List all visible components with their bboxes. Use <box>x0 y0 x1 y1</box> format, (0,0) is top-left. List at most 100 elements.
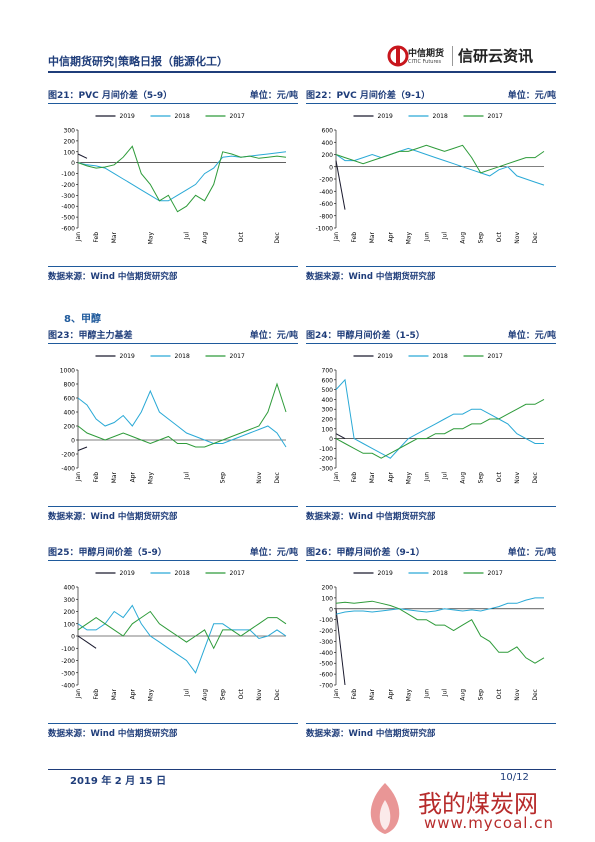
legend-label: 2017 <box>488 113 503 120</box>
x-tick-label: Feb <box>93 472 100 483</box>
x-tick-label: Sep <box>478 232 485 244</box>
y-tick-label: 200 <box>64 138 76 145</box>
logo-en: CITIC Futures <box>408 59 442 65</box>
x-tick-label: Aug <box>460 689 467 701</box>
chart-caption: 图24：甲醇月间价差（1-5） 单位：元/吨 <box>306 328 556 344</box>
x-tick-label: Mar <box>111 471 118 483</box>
y-tick-label: 200 <box>322 585 334 592</box>
x-tick-label: Oct <box>496 471 503 482</box>
y-tick-label: 700 <box>322 368 334 375</box>
x-tick-label: Dec <box>532 232 539 244</box>
y-tick-label: -1000 <box>316 226 334 233</box>
x-tick-label: May <box>147 232 154 245</box>
x-tick-label: Jun <box>423 472 430 483</box>
y-tick-label: -400 <box>61 683 75 690</box>
y-tick-label: -300 <box>61 193 75 200</box>
series-line <box>335 398 545 459</box>
x-tick-label: Dec <box>274 472 281 484</box>
footer-date: 2019 年 2 月 15 日 <box>70 776 167 787</box>
x-tick-label: Aug <box>202 232 209 244</box>
x-tick-label: Nov <box>256 689 263 701</box>
legend-label: 2018 <box>433 570 448 577</box>
legend-label: 2018 <box>433 113 448 120</box>
y-tick-label: 100 <box>64 149 76 156</box>
x-tick-label: Jan <box>333 472 340 482</box>
y-tick-label: 200 <box>64 609 76 616</box>
y-tick-label: 0 <box>71 160 75 167</box>
x-tick-label: May <box>405 232 412 245</box>
y-tick-label: 100 <box>64 621 76 628</box>
x-tick-label: Oct <box>238 231 245 242</box>
legend-label: 2017 <box>488 570 503 577</box>
chart-caption: 图22：PVC 月间价差（9-1） 单位：元/吨 <box>306 88 556 104</box>
y-tick-label: 400 <box>64 410 76 417</box>
y-tick-label: -100 <box>61 646 75 653</box>
legend-label: 2019 <box>378 353 393 360</box>
x-tick-label: Jul <box>184 472 191 481</box>
x-tick-label: Mar <box>369 688 376 700</box>
legend-label: 2018 <box>175 570 190 577</box>
y-tick-label: -400 <box>61 204 75 211</box>
y-tick-label: -600 <box>61 226 75 233</box>
x-tick-label: Nov <box>514 689 521 701</box>
series-line <box>335 433 346 440</box>
x-tick-label: Oct <box>496 231 503 242</box>
x-tick-label: Apr <box>387 231 394 242</box>
legend-label: 2017 <box>488 353 503 360</box>
x-tick-label: May <box>405 689 412 702</box>
legend-label: 2017 <box>230 353 245 360</box>
chart-caption: 图23：甲醇主力基差 单位：元/吨 <box>48 328 298 344</box>
y-tick-label: -500 <box>61 215 75 222</box>
chart-source: 数据来源：Wind 中信期货研究部 <box>306 506 556 524</box>
y-tick-label: -100 <box>319 617 333 624</box>
y-tick-label: 0 <box>71 634 75 641</box>
section-title: 8、甲醇 <box>64 314 101 325</box>
y-tick-label: -400 <box>319 189 333 196</box>
chart: -700 -600 -500 -400 -300 -200 -100 0 100 200 Jan Fe… <box>319 570 545 702</box>
x-tick-label: Feb <box>351 689 358 700</box>
y-tick-label: -200 <box>319 628 333 635</box>
x-tick-label: Jan <box>333 689 340 699</box>
x-tick-label: Nov <box>514 232 521 244</box>
x-tick-label: May <box>405 472 412 485</box>
x-tick-label: Nov <box>514 472 521 484</box>
x-tick-label: Sep <box>478 472 485 484</box>
x-tick-label: Apr <box>387 471 394 482</box>
legend-label: 2019 <box>378 570 393 577</box>
y-tick-label: 0 <box>329 606 333 613</box>
y-tick-label: -200 <box>61 452 75 459</box>
chart-unit: 单位：元/吨 <box>249 91 298 101</box>
y-tick-label: -200 <box>61 658 75 665</box>
x-tick-label: Feb <box>93 232 100 243</box>
chart: -1000 -800 -600 -400 -200 0 200 400 600 Jan Feb Mar… <box>316 113 545 245</box>
chart-source: 数据来源：Wind 中信期货研究部 <box>48 723 298 741</box>
series-line <box>335 160 346 210</box>
y-tick-label: 200 <box>64 424 76 431</box>
series-line <box>77 153 88 159</box>
divider <box>452 46 453 66</box>
series-line <box>77 389 287 448</box>
header-title: 中信期货研究|策略日报（能源化工） <box>48 55 229 68</box>
x-tick-label: Apr <box>387 688 394 699</box>
series-line <box>335 147 545 186</box>
x-tick-label: Jan <box>75 472 82 482</box>
legend-label: 2018 <box>175 353 190 360</box>
y-tick-label: -500 <box>319 661 333 668</box>
x-tick-label: Aug <box>460 232 467 244</box>
x-tick-label: Jul <box>184 689 191 698</box>
chart-source: 数据来源：Wind 中信期货研究部 <box>48 266 298 284</box>
series-line <box>77 635 97 649</box>
legend-label: 2018 <box>175 113 190 120</box>
series-line <box>335 144 545 174</box>
chart-caption: 图26：甲醇月间价差（9-1） 单位：元/吨 <box>306 545 556 561</box>
series-line <box>77 610 287 650</box>
y-tick-label: -600 <box>319 672 333 679</box>
y-tick-label: 300 <box>64 597 76 604</box>
logo-cn: 中信期货 <box>408 49 445 59</box>
y-tick-label: 600 <box>322 128 334 135</box>
x-tick-label: Sep <box>478 689 485 701</box>
x-tick-label: Jul <box>442 689 449 698</box>
y-tick-label: -100 <box>61 171 75 178</box>
chart-caption: 图21：PVC 月间价差（5-9） 单位：元/吨 <box>48 88 298 104</box>
x-tick-label: Apr <box>129 688 136 699</box>
